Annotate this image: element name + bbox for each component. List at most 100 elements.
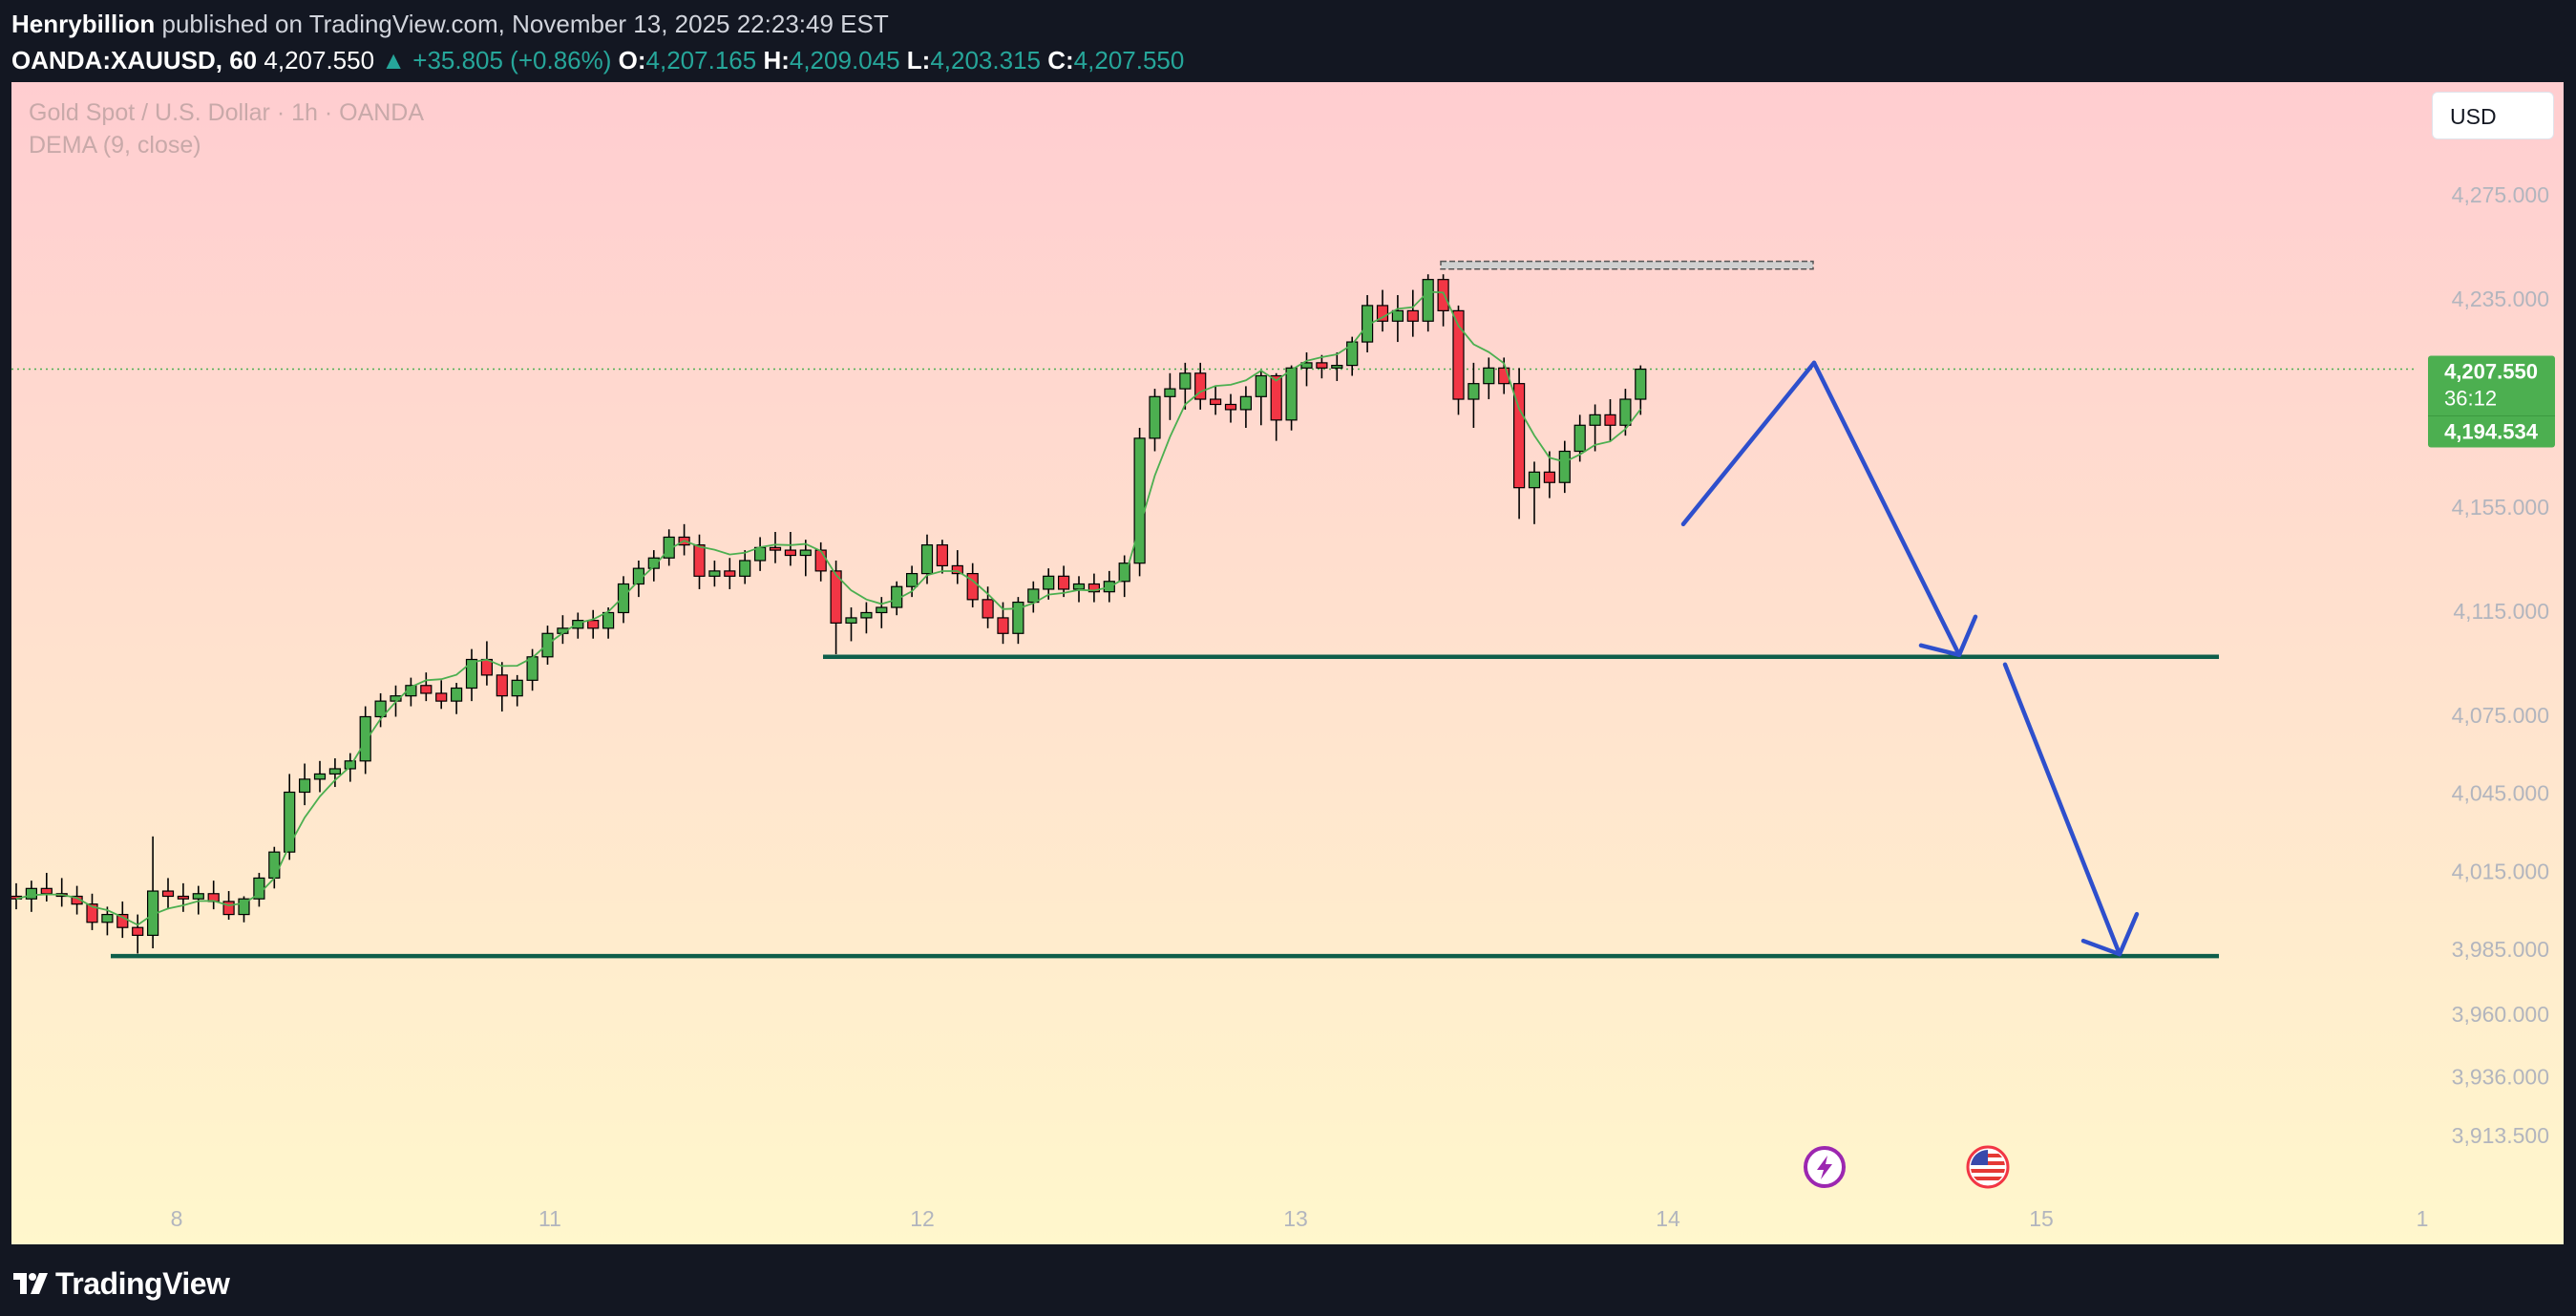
candle[interactable] <box>101 906 114 936</box>
candle[interactable] <box>1422 274 1434 332</box>
candle[interactable] <box>161 878 175 910</box>
candle[interactable] <box>1391 295 1404 343</box>
candle-body <box>161 890 175 898</box>
candle[interactable] <box>1300 351 1313 387</box>
last-price: 4,207.550 <box>264 46 375 74</box>
candle[interactable] <box>966 562 979 608</box>
candle[interactable] <box>132 914 144 954</box>
candle[interactable] <box>830 560 842 655</box>
us-flag-icon[interactable] <box>1966 1145 2010 1189</box>
chart-area[interactable]: 4,275.000 4,235.000 4,155.000 4,115.000 4,07… <box>11 82 2564 1244</box>
candle[interactable] <box>1316 354 1328 379</box>
candle[interactable] <box>1635 365 1647 415</box>
candle[interactable] <box>1239 386 1253 428</box>
open-value: 4,207.165 <box>645 46 757 74</box>
candle-body <box>1118 562 1130 583</box>
candle[interactable] <box>1558 440 1571 494</box>
candle[interactable] <box>1164 372 1176 420</box>
candle[interactable] <box>1437 274 1449 327</box>
projection-arrows[interactable] <box>1680 360 2140 957</box>
candle[interactable] <box>1589 404 1601 452</box>
candle[interactable] <box>238 896 250 923</box>
candle[interactable] <box>405 677 417 707</box>
candle[interactable] <box>708 560 721 587</box>
candle[interactable] <box>420 672 433 702</box>
candle[interactable] <box>936 540 949 574</box>
candle[interactable] <box>1255 371 1267 426</box>
candle[interactable] <box>1528 461 1541 524</box>
candle-body <box>1406 309 1419 322</box>
lightning-icon[interactable] <box>1804 1146 1846 1188</box>
candle[interactable] <box>1149 389 1161 452</box>
candle-body <box>1179 372 1192 390</box>
candle[interactable] <box>1087 573 1101 603</box>
candle[interactable] <box>86 893 98 930</box>
candle[interactable] <box>769 532 782 563</box>
candle[interactable] <box>693 534 706 589</box>
candle[interactable] <box>1270 372 1282 441</box>
candle[interactable] <box>1376 289 1389 332</box>
candle[interactable] <box>724 558 736 589</box>
candle[interactable] <box>1467 362 1480 428</box>
candle[interactable] <box>299 763 311 806</box>
candle-body <box>966 572 979 601</box>
candle-body <box>1619 398 1632 426</box>
price-change: ▲ +35.805 (+0.86%) <box>381 46 612 74</box>
candle[interactable] <box>1179 362 1192 410</box>
resistance-zone[interactable] <box>1440 260 1814 270</box>
candle[interactable] <box>1483 357 1495 400</box>
currency-button[interactable]: USD <box>2432 92 2554 139</box>
candle[interactable] <box>116 901 129 939</box>
candle[interactable] <box>1604 399 1616 441</box>
candle[interactable] <box>313 760 327 793</box>
candle[interactable] <box>374 692 387 728</box>
candle-body <box>1483 367 1495 385</box>
candle[interactable] <box>1057 565 1070 598</box>
candle[interactable] <box>328 758 341 788</box>
candle[interactable] <box>799 540 812 577</box>
x-tick-label: 12 <box>910 1206 935 1231</box>
candle[interactable] <box>1285 365 1298 431</box>
candle[interactable] <box>951 550 963 584</box>
candle[interactable] <box>177 882 189 912</box>
candle[interactable] <box>860 602 873 634</box>
candle[interactable] <box>1543 451 1556 499</box>
candle[interactable] <box>511 674 523 707</box>
candle[interactable] <box>435 680 448 710</box>
candle[interactable] <box>465 648 478 702</box>
symbol-legend[interactable]: Gold Spot / U.S. Dollar · 1h · OANDA <box>29 99 425 126</box>
badge-dema: 4,194.534 <box>2444 420 2539 444</box>
candle[interactable] <box>1452 305 1465 415</box>
candle[interactable] <box>1209 386 1222 415</box>
candle[interactable] <box>1194 362 1207 410</box>
candle[interactable] <box>496 662 508 712</box>
candle[interactable] <box>663 529 675 566</box>
candle[interactable] <box>1224 393 1237 423</box>
candle[interactable] <box>784 532 797 566</box>
candle[interactable] <box>1406 289 1419 337</box>
x-tick-label: 1 <box>2417 1206 2429 1231</box>
candle[interactable] <box>1512 368 1526 520</box>
candle[interactable] <box>1331 351 1343 381</box>
tradingview-logo[interactable]: TradingView <box>13 1264 230 1303</box>
candle[interactable] <box>1361 295 1374 352</box>
candle-body <box>1012 601 1024 634</box>
author-name[interactable]: Henrybillion <box>11 10 156 38</box>
candle[interactable] <box>25 881 37 912</box>
arrow-1-shaft <box>1811 360 1962 658</box>
price-chart[interactable]: 4,275.000 4,235.000 4,155.000 4,115.000 4,07… <box>11 82 2564 1244</box>
rising-trendline <box>1680 360 1817 527</box>
candle[interactable] <box>192 885 204 915</box>
candle[interactable] <box>1012 597 1024 645</box>
candle[interactable] <box>876 597 888 628</box>
candle[interactable] <box>845 607 857 642</box>
x-tick-label: 13 <box>1283 1206 1308 1231</box>
candle[interactable] <box>617 576 630 624</box>
candle-body <box>617 583 630 614</box>
indicator-legend[interactable]: DEMA (9, close) <box>29 132 201 159</box>
candle[interactable] <box>739 550 751 584</box>
candle[interactable] <box>451 683 463 714</box>
candle[interactable] <box>1133 428 1146 577</box>
candle[interactable] <box>572 612 584 639</box>
candle[interactable] <box>587 609 600 639</box>
